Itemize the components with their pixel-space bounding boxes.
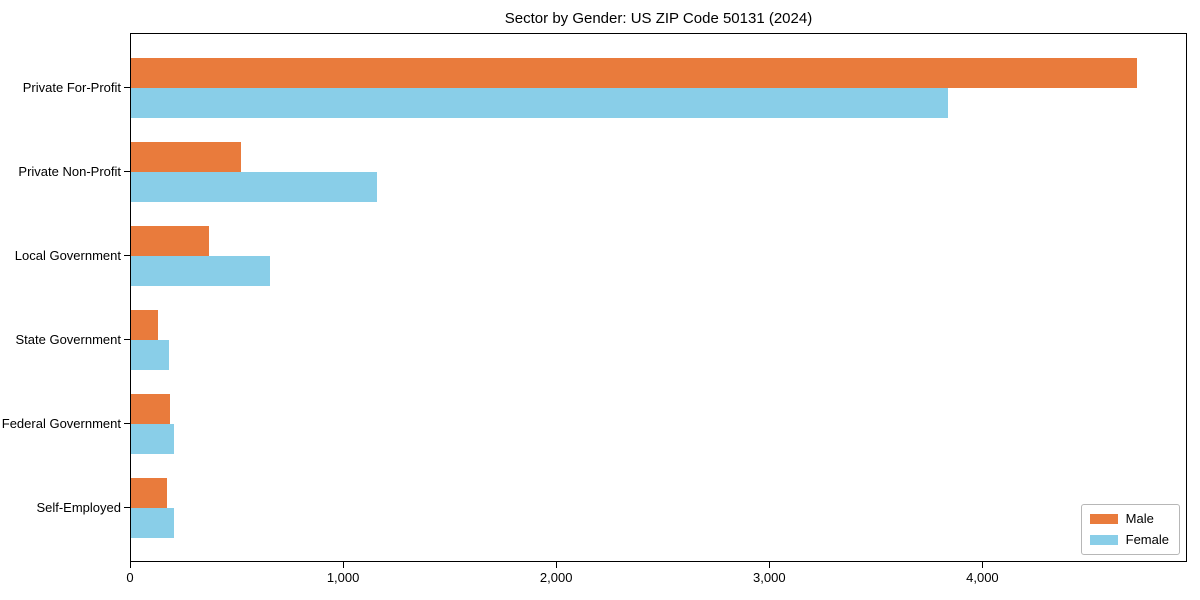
y-tick-state-government	[124, 339, 130, 341]
x-tick-label-4000: 4,000	[966, 570, 999, 585]
x-tick-2000	[555, 562, 557, 568]
legend: Male Female	[1080, 504, 1180, 555]
plot-area: Male Female	[130, 33, 1187, 562]
x-tick-4000	[981, 562, 984, 568]
legend-item-male: Male	[1089, 511, 1169, 526]
x-tick-1000	[342, 562, 344, 568]
y-tick-private-for-profit	[124, 87, 130, 89]
y-tick-local-government	[124, 255, 130, 257]
bar-female-local-government	[131, 256, 270, 286]
male-color-swatch	[1089, 514, 1118, 524]
bar-female-self-employed	[131, 508, 174, 538]
bar-male-local-government	[131, 226, 209, 256]
bar-female-federal-government	[131, 424, 174, 454]
y-tick-label-private-non-profit: Private Non-Profit	[18, 164, 121, 179]
bar-male-private-non-profit	[131, 142, 241, 172]
y-tick-label-state-government: State Government	[15, 332, 122, 347]
y-tick-label-local-government: Local Government	[14, 248, 121, 263]
y-tick-private-non-profit	[124, 171, 130, 173]
y-tick-self-employed	[124, 507, 130, 509]
y-tick-label-federal-government: Federal Government	[1, 416, 121, 431]
x-tick-label-3000: 3,000	[753, 570, 786, 585]
x-tick-3000	[768, 562, 771, 568]
bar-male-private-for-profit	[131, 58, 1137, 88]
chart-title: Sector by Gender: US ZIP Code 50131 (202…	[504, 10, 813, 27]
bar-female-private-for-profit	[131, 88, 948, 118]
bar-male-state-government	[131, 310, 158, 340]
x-tick-label-0: 0	[126, 570, 134, 585]
legend-item-female: Female	[1089, 532, 1169, 547]
x-tick-label-2000: 2,000	[539, 570, 573, 585]
legend-label-male: Male	[1125, 511, 1154, 526]
bar-female-state-government	[131, 340, 169, 370]
x-tick-0	[129, 562, 131, 568]
y-tick-label-self-employed: Self-Employed	[36, 500, 121, 515]
x-tick-label-1000: 1,000	[326, 570, 360, 585]
y-tick-label-private-for-profit: Private For-Profit	[22, 80, 121, 95]
legend-label-female: Female	[1125, 532, 1169, 547]
y-tick-federal-government	[124, 423, 130, 425]
bar-male-self-employed	[131, 478, 167, 508]
bar-male-federal-government	[131, 394, 170, 424]
bar-female-private-non-profit	[131, 172, 377, 202]
female-color-swatch	[1089, 535, 1118, 545]
